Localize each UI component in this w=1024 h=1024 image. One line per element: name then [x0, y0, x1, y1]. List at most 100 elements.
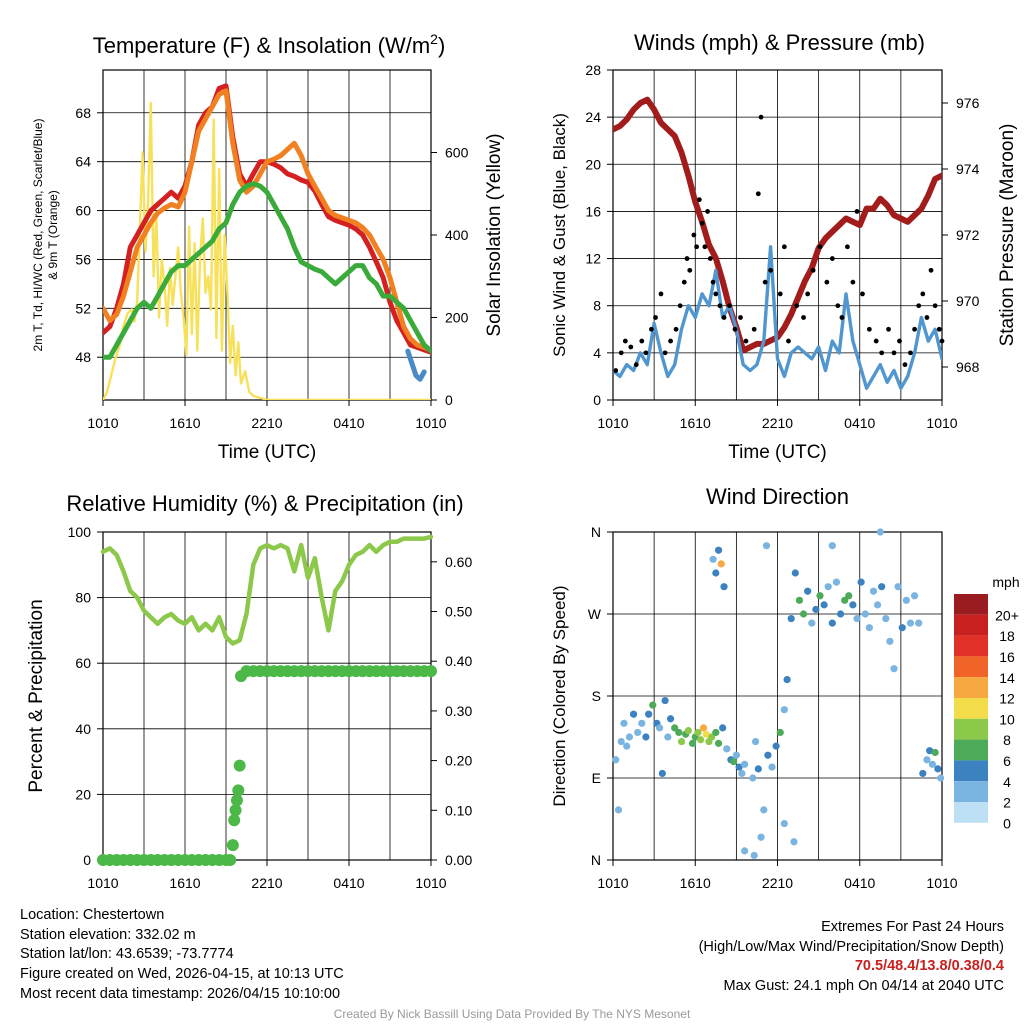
wind-gust-point	[643, 350, 649, 356]
wind-gust-point	[653, 315, 658, 320]
speed-legend-swatch	[954, 594, 988, 615]
temp-title-main: Temperature (F) & Insolation (W/m	[93, 33, 430, 58]
temp-title: Temperature (F) & Insolation (W/m2)	[93, 31, 446, 58]
rh-right-tick-label: 0.10	[445, 802, 472, 818]
wind-gust-point	[710, 279, 716, 285]
speed-legend-label: 8	[1003, 732, 1011, 748]
dir-point	[799, 610, 808, 618]
dir-point	[617, 737, 625, 746]
wind-series-sonic-wind	[613, 245, 942, 390]
extremes-info: Extremes For Past 24 Hours (High/Low/Max…	[699, 918, 1004, 997]
dir-point	[751, 737, 760, 746]
dir-point	[723, 745, 731, 753]
temp-xtick-label: 0410	[333, 415, 364, 431]
dir-point	[709, 555, 717, 563]
wind-gust-point	[860, 291, 865, 297]
dir-point	[634, 728, 642, 737]
wind-right-axis: 968 970 972 974 976	[942, 95, 980, 375]
temp-xtick-label: 1010	[87, 415, 118, 431]
dir-point	[820, 601, 828, 609]
dir-point	[828, 542, 836, 550]
wind-gust-point	[684, 256, 690, 261]
dir-point	[783, 676, 791, 684]
wind-ytick-label: 24	[585, 109, 601, 125]
wind-gust-point	[854, 209, 860, 214]
wind-gust-point	[707, 256, 713, 261]
wind-gust-point	[662, 350, 668, 356]
dir-point	[808, 619, 816, 627]
wind-gust-point	[902, 362, 908, 368]
dir-point	[730, 758, 738, 766]
wind-gust-point	[648, 326, 654, 332]
station-info: Location: Chestertown Station elevation:…	[20, 906, 344, 1005]
wind-gust-point	[839, 315, 845, 320]
wind-xtick-label: 1010	[926, 415, 957, 431]
dir-point	[824, 583, 832, 591]
wind-gust-point	[694, 244, 700, 250]
dir-point	[688, 739, 697, 747]
wind-gust-point	[668, 338, 673, 344]
dir-point	[719, 724, 727, 732]
dir-point	[886, 637, 894, 645]
dir-point	[790, 838, 798, 846]
dir-point	[677, 737, 686, 746]
wind-gust-point	[912, 326, 917, 332]
wind-xtick-label: 1610	[680, 415, 711, 431]
created-text: Figure created on Wed, 2026-04-15, at 10…	[20, 966, 344, 983]
extremes-title: Extremes For Past 24 Hours	[821, 919, 1004, 935]
wind-gust-point	[768, 267, 774, 273]
dir-point	[857, 578, 865, 586]
wind-right-tick-label: 968	[956, 359, 980, 375]
dir-point	[890, 665, 898, 673]
wind-ytick-label: 4	[593, 345, 601, 361]
temp-ylabel-right: Solar Insolation (Yellow)	[484, 133, 505, 336]
dir-point	[629, 710, 638, 718]
wind-ytick-label: 0	[593, 392, 601, 408]
wind-gust-point	[777, 291, 783, 297]
rh-xtick-label: 1010	[87, 875, 118, 891]
dir-point	[865, 624, 873, 632]
speed-legend-label: 6	[1003, 753, 1011, 769]
wind-gust-point	[713, 291, 719, 297]
rh-ytick-label: 0	[83, 852, 91, 868]
speed-legend-swatch	[954, 802, 988, 823]
rh-right-tick-label: 0.00	[445, 852, 472, 868]
dir-point	[714, 739, 723, 747]
dir-ytick-label: E	[592, 770, 601, 786]
dir-point	[853, 614, 861, 623]
speed-legend-label: 18	[999, 628, 1015, 644]
dir-point	[910, 592, 919, 600]
temp-ytick-label: 56	[75, 251, 91, 267]
wind-right-tick-label: 974	[956, 161, 980, 177]
rh-xtick-label: 1610	[169, 875, 200, 891]
dir-ytick-label: N	[591, 524, 601, 540]
wind-ytick-label: 20	[585, 156, 601, 172]
wind-title: Winds (mph) & Pressure (mb)	[634, 30, 925, 55]
wind-ylabel-right: Station Pressure (Maroon)	[997, 124, 1018, 347]
dir-point	[795, 596, 804, 604]
wind-gust-point	[717, 303, 723, 309]
speed-legend-swatch	[954, 698, 988, 719]
dir-point	[642, 733, 650, 741]
wind-gust-point	[721, 315, 727, 320]
wind-gust-point	[866, 326, 872, 332]
dir-point	[612, 756, 620, 764]
wind-gust-point	[696, 197, 702, 203]
dir-point	[666, 715, 675, 723]
wind-gust-point	[810, 267, 816, 273]
wind-gust-point	[705, 209, 710, 214]
wind-gust-point	[805, 291, 811, 297]
wind-ylabel-left: Sonic Wind & Gust (Blue, Black)	[550, 113, 569, 357]
wind-xtick-label: 1010	[597, 415, 628, 431]
dir-xtick-label: 1010	[926, 875, 957, 891]
speed-legend-label: 4	[1003, 774, 1011, 790]
wind-gust-point	[794, 303, 800, 309]
dir-point	[638, 719, 646, 727]
dir-ytick-label: N	[591, 852, 601, 868]
rh-right-tick-label: 0.60	[445, 554, 472, 570]
dir-xtick-label: 2210	[762, 875, 793, 891]
dir-point	[749, 774, 757, 782]
wind-gust-point	[743, 338, 749, 344]
dir-point	[764, 751, 772, 759]
wind-gust-point	[801, 315, 806, 320]
